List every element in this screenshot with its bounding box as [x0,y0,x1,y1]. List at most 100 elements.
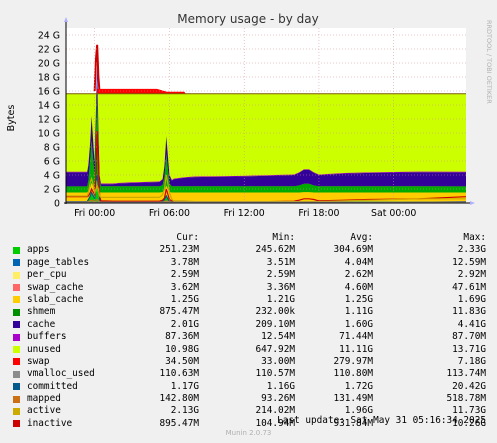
legend-cur: 87.36M [165,331,199,343]
legend-swatch [13,321,20,329]
y-axis-label: Bytes [6,105,17,132]
legend-avg: 1.25G [344,293,373,305]
legend-max: 2.33G [457,244,486,256]
legend-swatch [13,358,20,366]
legend-min: 93.26M [261,393,295,405]
legend-max: 1.69G [457,293,486,305]
legend-max: 87.70M [452,331,486,343]
legend-avg: 1.96G [344,405,373,417]
y-tick-label: 6 G [44,157,60,168]
legend-max: 11.83G [452,306,486,318]
legend-avg: 279.97M [333,355,373,367]
legend-row-cache: cache 2.01G 209.10M 1.60G 4.41G [0,319,497,331]
legend-max: 11.73G [452,405,486,417]
legend-cur: 110.63M [159,368,199,380]
y-tick-label: 18 G [38,73,60,84]
x-tick-label: Sat 00:00 [371,208,416,219]
legend-avg: 131.49M [333,393,373,405]
legend-min: 1.16G [266,380,295,392]
legend-cur: 875.47M [159,306,199,318]
legend-cur: 2.59M [170,269,199,281]
legend-cur: 2.13G [170,405,199,417]
legend-cur: 3.78M [170,256,199,268]
legend-name: page_tables [27,256,90,268]
area-cache [66,60,466,187]
legend-row-slab-cache: slab_cache 1.25G 1.21G 1.25G 1.69G [0,294,497,306]
munin-version: Munin 2.0.73 [225,429,272,437]
legend-avg: 1.11G [344,306,373,318]
legend-swatch [13,395,20,403]
legend-min: 12.54M [261,331,295,343]
legend-header-avg: Avg: [350,232,373,243]
legend-swatch [13,333,20,341]
legend-row-mapped: mapped 142.80M 93.26M 131.49M 518.78M [0,393,497,405]
legend-row-per-cpu: per_cpu 2.59M 2.59M 2.62M 2.92M [0,269,497,281]
line-active [66,174,466,203]
legend-min: 209.10M [255,318,295,330]
legend-swatch [13,383,20,391]
chart-title: Memory usage - by day [177,12,318,26]
legend-cur: 895.47M [159,417,199,429]
y-tick-label: 12 G [38,115,60,126]
y-tick-label: 20 G [38,59,60,70]
legend-header-min: Min: [272,232,295,243]
legend-max: 518.78M [446,393,486,405]
legend-min: 647.92M [255,343,295,355]
legend-row-unused: unused 10.98G 647.92M 11.11G 13.71G [0,344,497,356]
legend-swatch [13,246,20,254]
legend-cur: 1.25G [170,293,199,305]
legend-min: 3.36M [266,281,295,293]
legend-max: 4.41G [457,318,486,330]
area-shmem [66,91,466,193]
legend-name: swap_cache [27,281,84,293]
legend-swatch [13,346,20,354]
legend-cur: 10.98G [165,343,199,355]
legend-swatch [13,271,20,279]
x-tick-label: Fri 12:00 [224,208,265,219]
x-axis-arrow [470,201,475,205]
legend-avg: 4.04M [344,256,373,268]
legend-swatch [13,370,20,378]
legend-row-shmem: shmem 875.47M 232.00k 1.11G 11.83G [0,306,497,318]
legend-min: 1.21G [266,293,295,305]
legend-cur: 3.62M [170,281,199,293]
legend-max: 113.74M [446,368,486,380]
grid-lines [66,28,466,203]
x-axis-ticks: Fri 00:00 Fri 06:00 Fri 12:00 Fri 18:00 Sat … [74,208,416,219]
legend-swatch [13,296,20,304]
legend-row-active: active 2.13G 214.02M 1.96G 11.73G [0,405,497,417]
legend: Cur: Min: Avg: Max: apps 251.23M 245.62M 30… [0,232,497,430]
x-tick-label: Fri 06:00 [149,208,190,219]
legend-avg: 304.69M [333,244,373,256]
legend-name: swap [27,355,50,367]
legend-max: 13.71G [452,343,486,355]
legend-name: buffers [27,331,67,343]
legend-min: 214.02M [255,405,295,417]
y-axis-ticks: 0 2 G 4 G 6 G 8 G 10 G 12 G 14 G 16 G 18 G 20 G 22 … [38,31,60,210]
legend-min: 104.94M [255,417,295,429]
area-slab-cache [66,174,466,202]
legend-row-committed: committed 1.17G 1.16G 1.72G 20.42G [0,381,497,393]
last-update: Last update: Sat May 31 05:16:34 2025 [277,415,486,426]
legend-swatch [13,420,20,428]
legend-max: 20.42G [452,380,486,392]
legend-avg: 110.80M [333,368,373,380]
legend-swatch [13,284,20,292]
legend-cur: 34.50M [165,355,199,367]
legend-avg: 71.44M [339,331,373,343]
y-tick-label: 2 G [44,185,60,196]
legend-name: shmem [27,306,56,318]
legend-min: 110.57M [255,368,295,380]
legend-max: 7.18G [457,355,486,367]
legend-cur: 2.01G [170,318,199,330]
y-axis-arrow [64,17,68,22]
legend-max: 47.61M [452,281,486,293]
legend-name: vmalloc_used [27,368,95,380]
legend-swatch [13,308,20,316]
x-tick-label: Fri 18:00 [298,208,339,219]
legend-max: 10.26G [452,417,486,429]
y-tick-label: 16 G [38,87,60,98]
legend-min: 2.59M [266,269,295,281]
legend-row-inactive: inactive 895.47M 104.94M 931.84M 10.26G [0,418,497,430]
rrdtool-watermark: RRDTOOL / TOBI OETIKER [485,20,493,104]
